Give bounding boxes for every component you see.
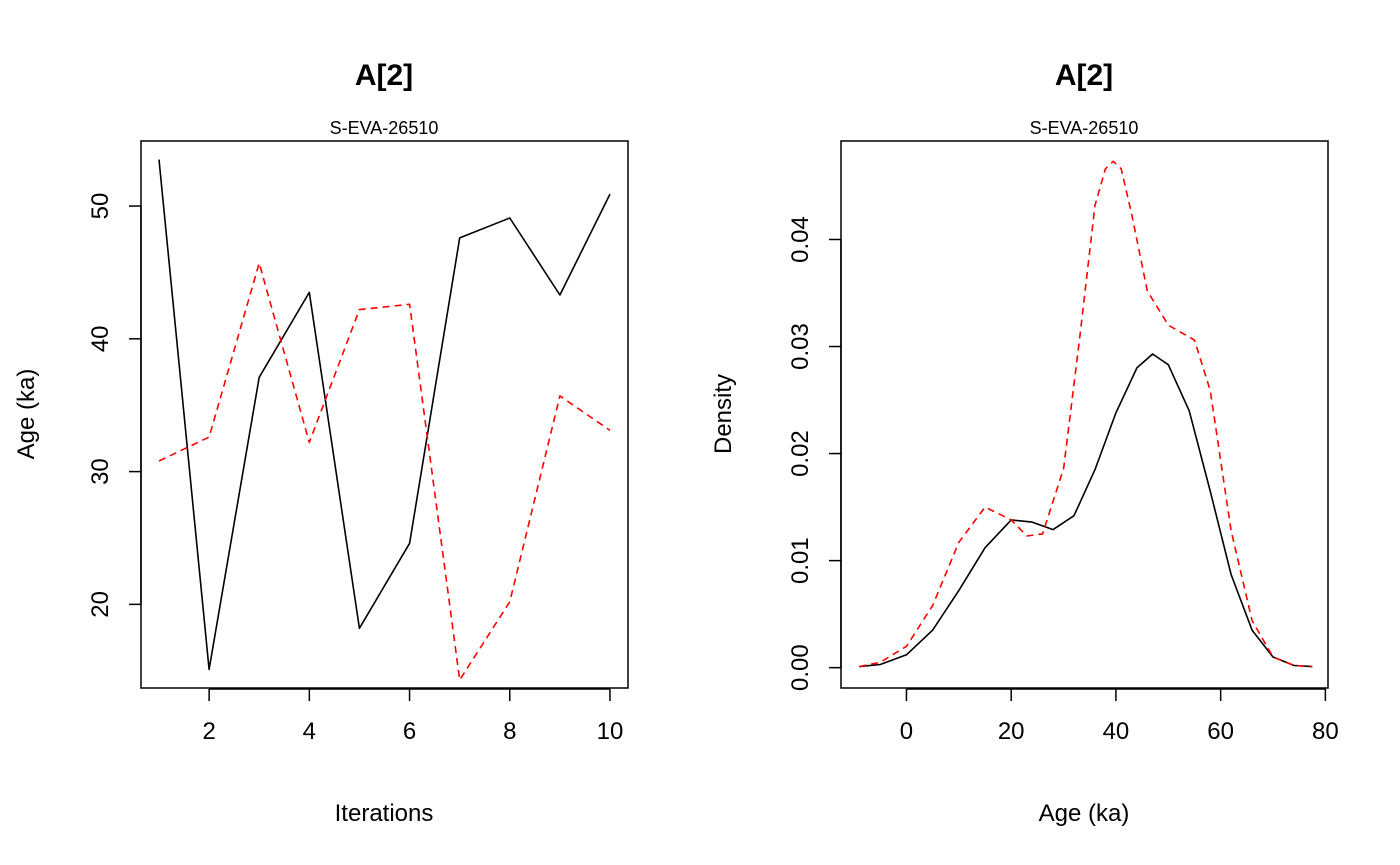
density-plot-y-tick-label: 0.03 xyxy=(787,323,814,370)
density-plot-x-axis-label: Age (ka) xyxy=(1039,800,1130,827)
density-plot-x-tick-label: 40 xyxy=(1103,718,1130,745)
density-plot-x-tick-label: 60 xyxy=(1207,718,1234,745)
density-plot-series-line-red-dashed xyxy=(859,160,1313,668)
trace-plot-subtitle: S-EVA-26510 xyxy=(330,118,439,138)
density-plot-title: A[2] xyxy=(1055,59,1113,92)
trace-plot-panel: A[2] S-EVA-26510 Iterations Age (ka) 2 4 6… xyxy=(13,59,629,827)
trace-plot-x-tick-label: 10 xyxy=(597,718,624,745)
density-plot-series-line-black-solid xyxy=(859,353,1313,668)
trace-plot-y-tick-label: 40 xyxy=(87,325,114,352)
trace-plot-y-tick-label: 30 xyxy=(87,458,114,485)
density-plot-y-tick-label: 0.01 xyxy=(787,537,814,584)
density-plot-x-tick-label: 80 xyxy=(1312,718,1339,745)
trace-plot-x-tick-label: 6 xyxy=(403,718,416,745)
density-plot-y-tick-label: 0.00 xyxy=(787,644,814,691)
trace-plot-title: A[2] xyxy=(355,59,413,92)
trace-plot-y-axis-label: Age (ka) xyxy=(13,369,40,460)
density-plot-x-tick-label: 20 xyxy=(998,718,1025,745)
density-plot-y-tick-label: 0.02 xyxy=(787,430,814,477)
density-plot-frame xyxy=(840,140,1329,689)
density-plot-x-tick-label: 0 xyxy=(900,718,913,745)
trace-plot-series-line-red-dashed xyxy=(158,262,611,681)
trace-plot-x-tick-label: 2 xyxy=(202,718,215,745)
trace-plot-series-line-black-solid xyxy=(158,159,611,671)
density-plot-subtitle: S-EVA-26510 xyxy=(1030,118,1139,138)
trace-plot-x-tick-label: 4 xyxy=(303,718,316,745)
density-plot-y-tick-label: 0.04 xyxy=(787,216,814,263)
trace-plot-y-tick-label: 50 xyxy=(87,193,114,220)
density-plot-panel: A[2] S-EVA-26510 Age (ka) Density 0 20 40 6… xyxy=(710,59,1339,827)
density-plot-y-axis-label: Density xyxy=(710,374,737,454)
trace-plot-frame xyxy=(140,140,629,689)
trace-plot-y-tick-label: 20 xyxy=(87,591,114,618)
trace-plot-x-axis-label: Iterations xyxy=(335,800,434,827)
trace-plot-x-tick-label: 8 xyxy=(503,718,516,745)
